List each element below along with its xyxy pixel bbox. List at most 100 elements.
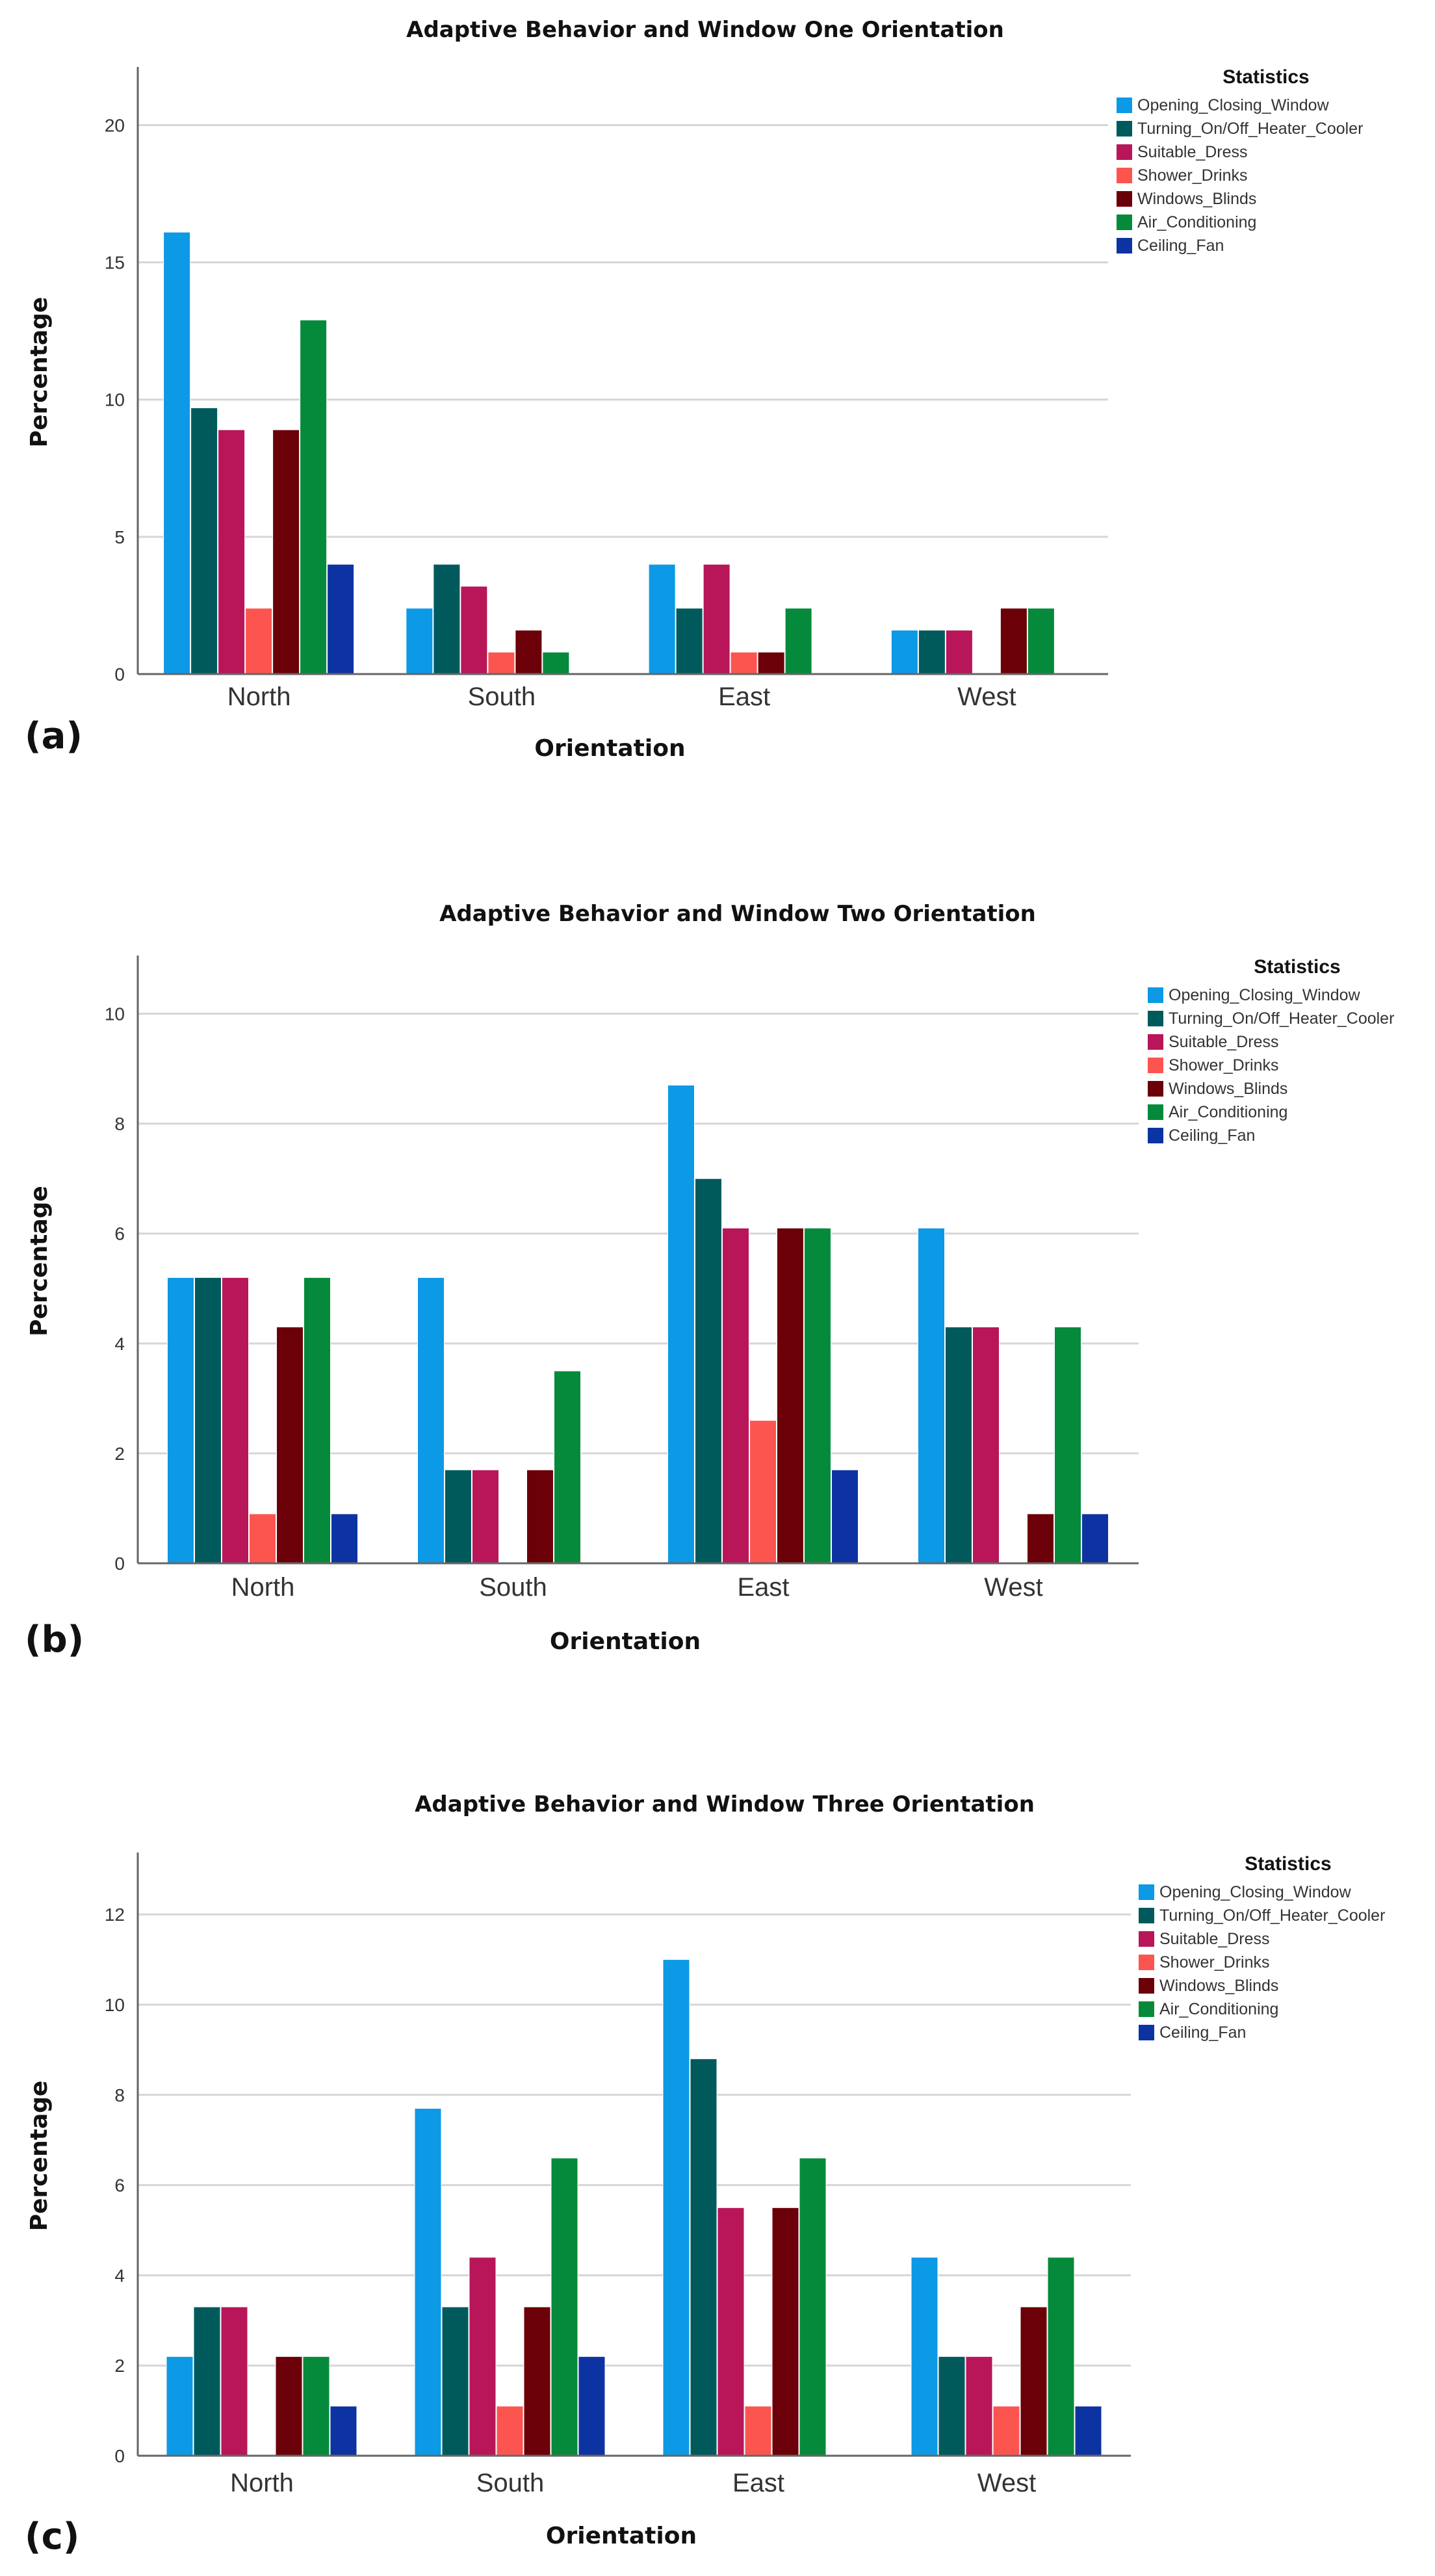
y-tick-label-c: 8 [114,2085,125,2105]
bar-a [918,629,946,675]
legend-label-b: Shower_Drinks [1169,1056,1279,1074]
bar-c [799,2157,827,2456]
legend-title-c: Statistics [1245,1853,1331,1875]
bar-b [918,1227,945,1564]
y-axis-label-a: Percentage [26,297,53,448]
legend-swatch-c [1139,1908,1154,1923]
bar-b [222,1277,249,1564]
bar-b [304,1277,331,1564]
bar-a [648,564,676,675]
legend-swatch-a [1117,238,1132,254]
legend-label-b: Suitable_Dress [1169,1033,1279,1051]
y-axis-label-c: Percentage [26,2081,53,2231]
bar-c [441,2306,469,2456]
legend-label-b: Turning_On/Off_Heater_Cooler [1169,1009,1394,1028]
y-tick-label-a: 10 [105,390,125,410]
legend-swatch-a [1117,98,1132,113]
bar-b [194,1277,222,1564]
bar-b [526,1469,554,1564]
x-tick-label-a: East [718,683,770,711]
x-tick-label-b: West [984,1573,1042,1602]
legend-swatch-c [1139,1955,1154,1970]
panel-label-a: (a) [25,715,83,757]
y-axis-label-b: Percentage [26,1186,53,1336]
chart-panel-c: Adaptive Behavior and Window Three Orien… [0,1781,1435,2576]
bar-b [1054,1326,1081,1564]
x-axis-label-a: Orientation [534,735,685,762]
x-tick-label-b: East [737,1573,789,1602]
bar-a [163,231,191,675]
legend-swatch-b [1148,1034,1163,1050]
y-tick-label-a: 5 [114,527,125,547]
bar-chart-c: Adaptive Behavior and Window Three Orien… [26,1791,1385,2549]
legend-title-b: Statistics [1254,956,1340,978]
y-tick-label-c: 10 [105,1995,125,2015]
bar-b [831,1469,859,1564]
legend-label-a: Turning_On/Off_Heater_Cooler [1137,120,1363,138]
bar-b [445,1469,472,1564]
bar-a [300,319,328,675]
x-tick-label-c: South [476,2469,545,2497]
y-tick-label-a: 15 [105,253,125,273]
legend-label-b: Opening_Closing_Window [1169,986,1361,1004]
bar-c [1020,2306,1048,2456]
panel-label-c: (c) [25,2516,80,2558]
bar-b [417,1277,445,1564]
legend-swatch-a [1117,168,1132,183]
bar-a [487,651,515,675]
legend-label-a: Ceiling_Fan [1137,237,1224,255]
x-tick-label-c: West [977,2469,1036,2497]
y-tick-label-b: 2 [114,1444,125,1464]
bar-c [496,2406,524,2456]
bar-c [662,1959,690,2456]
bar-c [550,2157,578,2456]
legend-label-a: Windows_Blinds [1137,190,1256,208]
legend-label-a: Air_Conditioning [1137,213,1256,231]
bar-a [945,629,973,675]
x-tick-label-a: West [957,683,1016,711]
bar-a [245,608,273,675]
x-tick-label-b: South [479,1573,547,1602]
x-axis-label-c: Orientation [546,2523,697,2549]
bar-c [992,2406,1020,2456]
bar-a [890,629,918,675]
bar-a [675,608,703,675]
bar-b [945,1326,972,1564]
y-tick-label-c: 6 [114,2176,125,2196]
legend-swatch-c [1139,2001,1154,2017]
bar-c [690,2058,718,2456]
legend-swatch-b [1148,1128,1163,1143]
bar-b [1081,1513,1109,1564]
legend-swatch-a [1117,121,1132,137]
bar-b [331,1513,358,1564]
bar-c [911,2257,938,2456]
chart-panel-a: Adaptive Behavior and Window One Orienta… [0,0,1435,780]
legend-swatch-c [1139,1978,1154,1994]
legend-swatch-a [1117,215,1132,230]
legend-label-c: Suitable_Dress [1159,1930,1270,1948]
bar-b [777,1227,804,1564]
bar-b [695,1178,722,1564]
chart-title-c: Adaptive Behavior and Window Three Orien… [415,1791,1035,1817]
bar-c [414,2108,442,2456]
bar-a [433,564,461,675]
bar-c [220,2306,248,2456]
legend-swatch-b [1148,1058,1163,1073]
legend-swatch-c [1139,2025,1154,2040]
bar-a [757,651,785,675]
bar-b [167,1277,194,1564]
legend-label-c: Ceiling_Fan [1159,2023,1246,2042]
chart-panel-b: Adaptive Behavior and Window Two Orienta… [0,891,1435,1684]
bar-chart-b: Adaptive Behavior and Window Two Orienta… [26,901,1394,1655]
legend-swatch-c [1139,1884,1154,1900]
legend-label-c: Shower_Drinks [1159,1953,1270,1971]
bar-b [276,1326,304,1564]
bar-b [804,1227,831,1564]
bar-c [771,2207,799,2456]
legend-label-a: Suitable_Dress [1137,143,1248,161]
bar-chart-a: Adaptive Behavior and Window One Orienta… [26,17,1363,762]
x-tick-label-c: East [732,2469,784,2497]
bar-c [302,2356,330,2456]
y-tick-label-b: 4 [114,1334,125,1354]
y-tick-label-b: 0 [114,1554,125,1574]
